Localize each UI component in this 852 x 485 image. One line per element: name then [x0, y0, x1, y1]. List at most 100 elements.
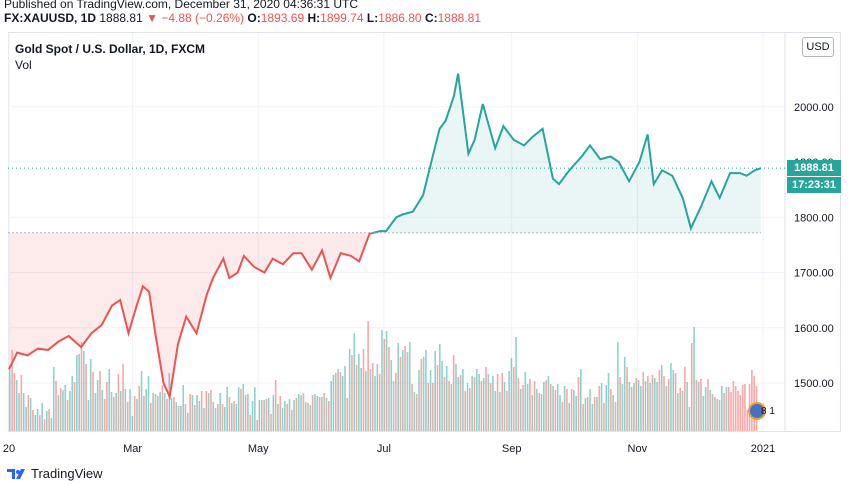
- volume-bar: [436, 365, 439, 431]
- volume-bar: [559, 395, 561, 431]
- volume-bar: [388, 347, 390, 431]
- us-flag-icon[interactable]: [748, 402, 766, 420]
- volume-bar: [420, 359, 423, 431]
- volume-bar: [198, 401, 201, 431]
- volume-bar: [351, 355, 353, 431]
- chart-legend-title: Gold Spot / U.S. Dollar, 1D, FXCM: [15, 42, 206, 56]
- volume-bar: [92, 372, 94, 431]
- volume-bar: [367, 321, 369, 431]
- volume-bar: [570, 389, 573, 431]
- volume-bar: [543, 382, 545, 431]
- volume-bar: [267, 398, 270, 431]
- tradingview-logo[interactable]: TradingView: [6, 466, 103, 481]
- volume-bar: [286, 404, 289, 431]
- volume-bar: [265, 399, 268, 431]
- volume-bar: [510, 358, 513, 431]
- x-tick-label: Nov: [628, 443, 648, 455]
- volume-bar: [110, 392, 113, 431]
- volume-bar: [651, 375, 654, 431]
- volume-bar: [129, 389, 131, 431]
- volume-bar: [471, 376, 473, 431]
- volume-bar: [45, 411, 48, 431]
- brand-label: TradingView: [31, 466, 103, 481]
- volume-bar: [228, 397, 231, 431]
- volume-bar: [196, 395, 198, 431]
- volume-bar: [316, 396, 319, 431]
- volume-bar: [441, 361, 443, 431]
- volume-bar: [170, 398, 173, 431]
- volume-bar: [485, 367, 487, 431]
- volume-bar: [80, 342, 83, 431]
- volume-bar: [323, 393, 326, 431]
- volume-bar: [87, 400, 90, 431]
- low-label: L:: [366, 11, 379, 25]
- volume-bar: [554, 390, 557, 431]
- volume-bar: [330, 381, 332, 431]
- volume-bar: [274, 380, 277, 431]
- volume-bar: [494, 391, 497, 431]
- volume-bar: [589, 389, 591, 431]
- volume-bar: [355, 365, 358, 431]
- volume-bar: [217, 404, 219, 431]
- volume-bar: [251, 401, 254, 431]
- volume-bar: [20, 375, 23, 431]
- y-tick-label: 1600.00: [794, 323, 834, 335]
- volume-bar: [517, 378, 520, 431]
- volume-bar: [321, 397, 323, 431]
- volume-bar: [714, 397, 716, 431]
- volume-bar: [501, 373, 504, 431]
- volume-bar: [512, 367, 515, 431]
- volume-bar: [73, 382, 76, 431]
- volume-bar: [686, 382, 688, 431]
- volume-bar: [499, 392, 501, 431]
- volume-bar: [9, 365, 11, 431]
- open-value: 1893.69: [260, 11, 305, 25]
- volume-bar: [365, 371, 367, 431]
- volume-bar: [739, 395, 742, 431]
- volume-bar: [452, 355, 455, 431]
- volume-bar: [408, 342, 411, 431]
- volume-bar: [660, 365, 663, 431]
- volume-bar: [459, 375, 462, 431]
- volume-bar: [642, 372, 645, 431]
- volume-bar: [219, 393, 221, 431]
- volume-bar: [117, 374, 120, 431]
- volume-bar: [556, 384, 559, 431]
- volume-bar: [71, 376, 74, 431]
- volume-bar: [314, 394, 316, 431]
- y-tick-label: 2000.00: [794, 102, 834, 114]
- volume-bar: [374, 376, 376, 431]
- volume-bar: [318, 397, 321, 431]
- volume-bar: [96, 380, 99, 431]
- volume-bar: [210, 390, 212, 431]
- volume-bar: [598, 386, 601, 431]
- volume-bar: [288, 399, 291, 431]
- volume-bar: [152, 393, 154, 431]
- volume-bar: [140, 371, 143, 431]
- volume-bar: [358, 354, 360, 431]
- last-price-tag: 1888.81: [787, 160, 841, 177]
- volume-bar: [610, 389, 612, 431]
- volume-bar: [605, 385, 608, 431]
- volume-bar: [730, 392, 732, 431]
- volume-bar: [725, 387, 728, 431]
- volume-bar: [697, 382, 700, 431]
- volume-bar: [309, 405, 312, 431]
- volume-bar: [482, 378, 485, 431]
- x-tick-label: 20: [3, 443, 15, 455]
- volume-bar: [182, 385, 184, 431]
- y-tick-label: 1500.00: [794, 378, 834, 390]
- volume-bar: [212, 402, 215, 431]
- currency-button[interactable]: USD: [802, 37, 834, 57]
- open-label: O:: [247, 11, 261, 25]
- volume-bar: [401, 350, 404, 431]
- volume-bar: [200, 391, 203, 431]
- volume-bar: [175, 402, 178, 431]
- volume-bar: [392, 381, 395, 431]
- volume-bar: [549, 384, 552, 431]
- volume-bar: [478, 374, 480, 431]
- volume-bar: [341, 376, 344, 431]
- area-fill-below-baseline: [9, 232, 374, 397]
- volume-bar: [519, 389, 522, 431]
